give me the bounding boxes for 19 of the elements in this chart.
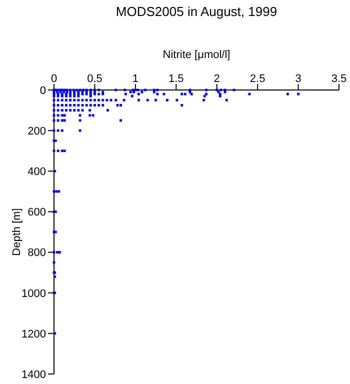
x-tick-label: 2.5	[250, 73, 266, 85]
x-tick-label: 3	[295, 73, 302, 85]
x-tick-label: 2	[214, 73, 220, 85]
chart-title: MODS2005 in August, 1999	[114, 4, 278, 19]
x-tick-label: 0	[50, 73, 58, 85]
x-tick-label: 1.5	[168, 73, 184, 85]
y-tick-label: 1000	[22, 288, 46, 300]
x-axis-title: Nitrite [μmol/l]	[162, 48, 230, 61]
y-tick-label: 400	[28, 166, 46, 178]
y-tick-label: 200	[28, 125, 46, 138]
y-tick-label: 0	[40, 84, 46, 97]
y-axis-title: Depth [m]	[10, 208, 23, 256]
y-tick-label: 1200	[22, 328, 46, 340]
x-tick-label: 3.5	[331, 73, 347, 85]
x-tick-label: 1	[132, 73, 138, 85]
y-tick-label: 1400	[22, 368, 46, 381]
y-tick-label: 600	[28, 206, 46, 219]
x-tick-label: 0.5	[87, 73, 102, 85]
y-tick-label: 800	[28, 247, 46, 260]
